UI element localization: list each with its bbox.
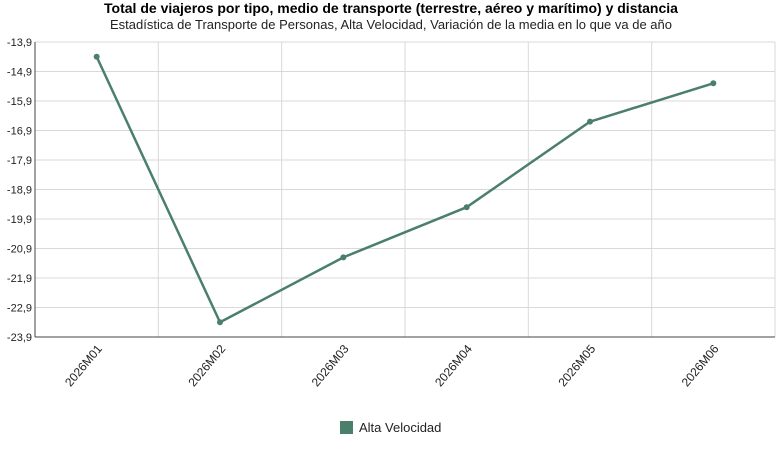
series-line-alta-velocidad: [95, 56, 714, 324]
data-point[interactable]: [463, 204, 470, 211]
data-point[interactable]: [340, 254, 347, 261]
chart-title: Total de viajeros por tipo, medio de tra…: [104, 0, 678, 16]
data-points: [93, 53, 717, 326]
chart-subtitle: Estadística de Transporte de Personas, A…: [109, 17, 672, 32]
x-tick-label: 2026M03: [309, 342, 352, 390]
y-tick-label: -13,9: [7, 37, 32, 49]
grid-lines: [34, 41, 776, 338]
x-tick-labels: 2026M01 2026M02 2026M03 2026M04 2026M05 2026M…: [62, 342, 722, 390]
y-tick-label: -17,9: [7, 155, 32, 167]
data-point[interactable]: [93, 53, 100, 60]
x-tick-label: 2026M02: [185, 342, 228, 390]
legend[interactable]: Alta Velocidad: [340, 420, 441, 435]
data-point[interactable]: [587, 118, 593, 125]
y-tick-label: -18,9: [7, 185, 32, 197]
x-tick-label: 2026M06: [679, 342, 722, 390]
x-tick-label: 2026M04: [432, 342, 475, 390]
x-tick-label: 2026M01: [62, 342, 105, 390]
y-tick-label: -21,9: [7, 273, 32, 285]
series-lines: [95, 56, 714, 324]
y-tick-label: -15,9: [7, 96, 32, 108]
y-tick-label: -23,9: [7, 332, 32, 344]
y-tick-label: -16,9: [7, 126, 32, 138]
y-tick-label: -20,9: [7, 244, 32, 256]
y-tick-label: -19,9: [7, 214, 32, 226]
x-tick-label: 2026M05: [555, 342, 598, 390]
data-point[interactable]: [217, 319, 223, 326]
data-point[interactable]: [710, 80, 717, 87]
legend-swatch-alta-velocidad: [340, 421, 353, 434]
legend-label-alta-velocidad: Alta Velocidad: [359, 420, 442, 435]
y-tick-label: -14,9: [7, 67, 32, 79]
axes: [34, 42, 775, 338]
y-tick-label: -22,9: [7, 303, 32, 315]
y-tick-labels: -13,9 -14,9 -15,9 -16,9 -17,9 -18,9 -19,9 -20,9…: [7, 37, 32, 344]
